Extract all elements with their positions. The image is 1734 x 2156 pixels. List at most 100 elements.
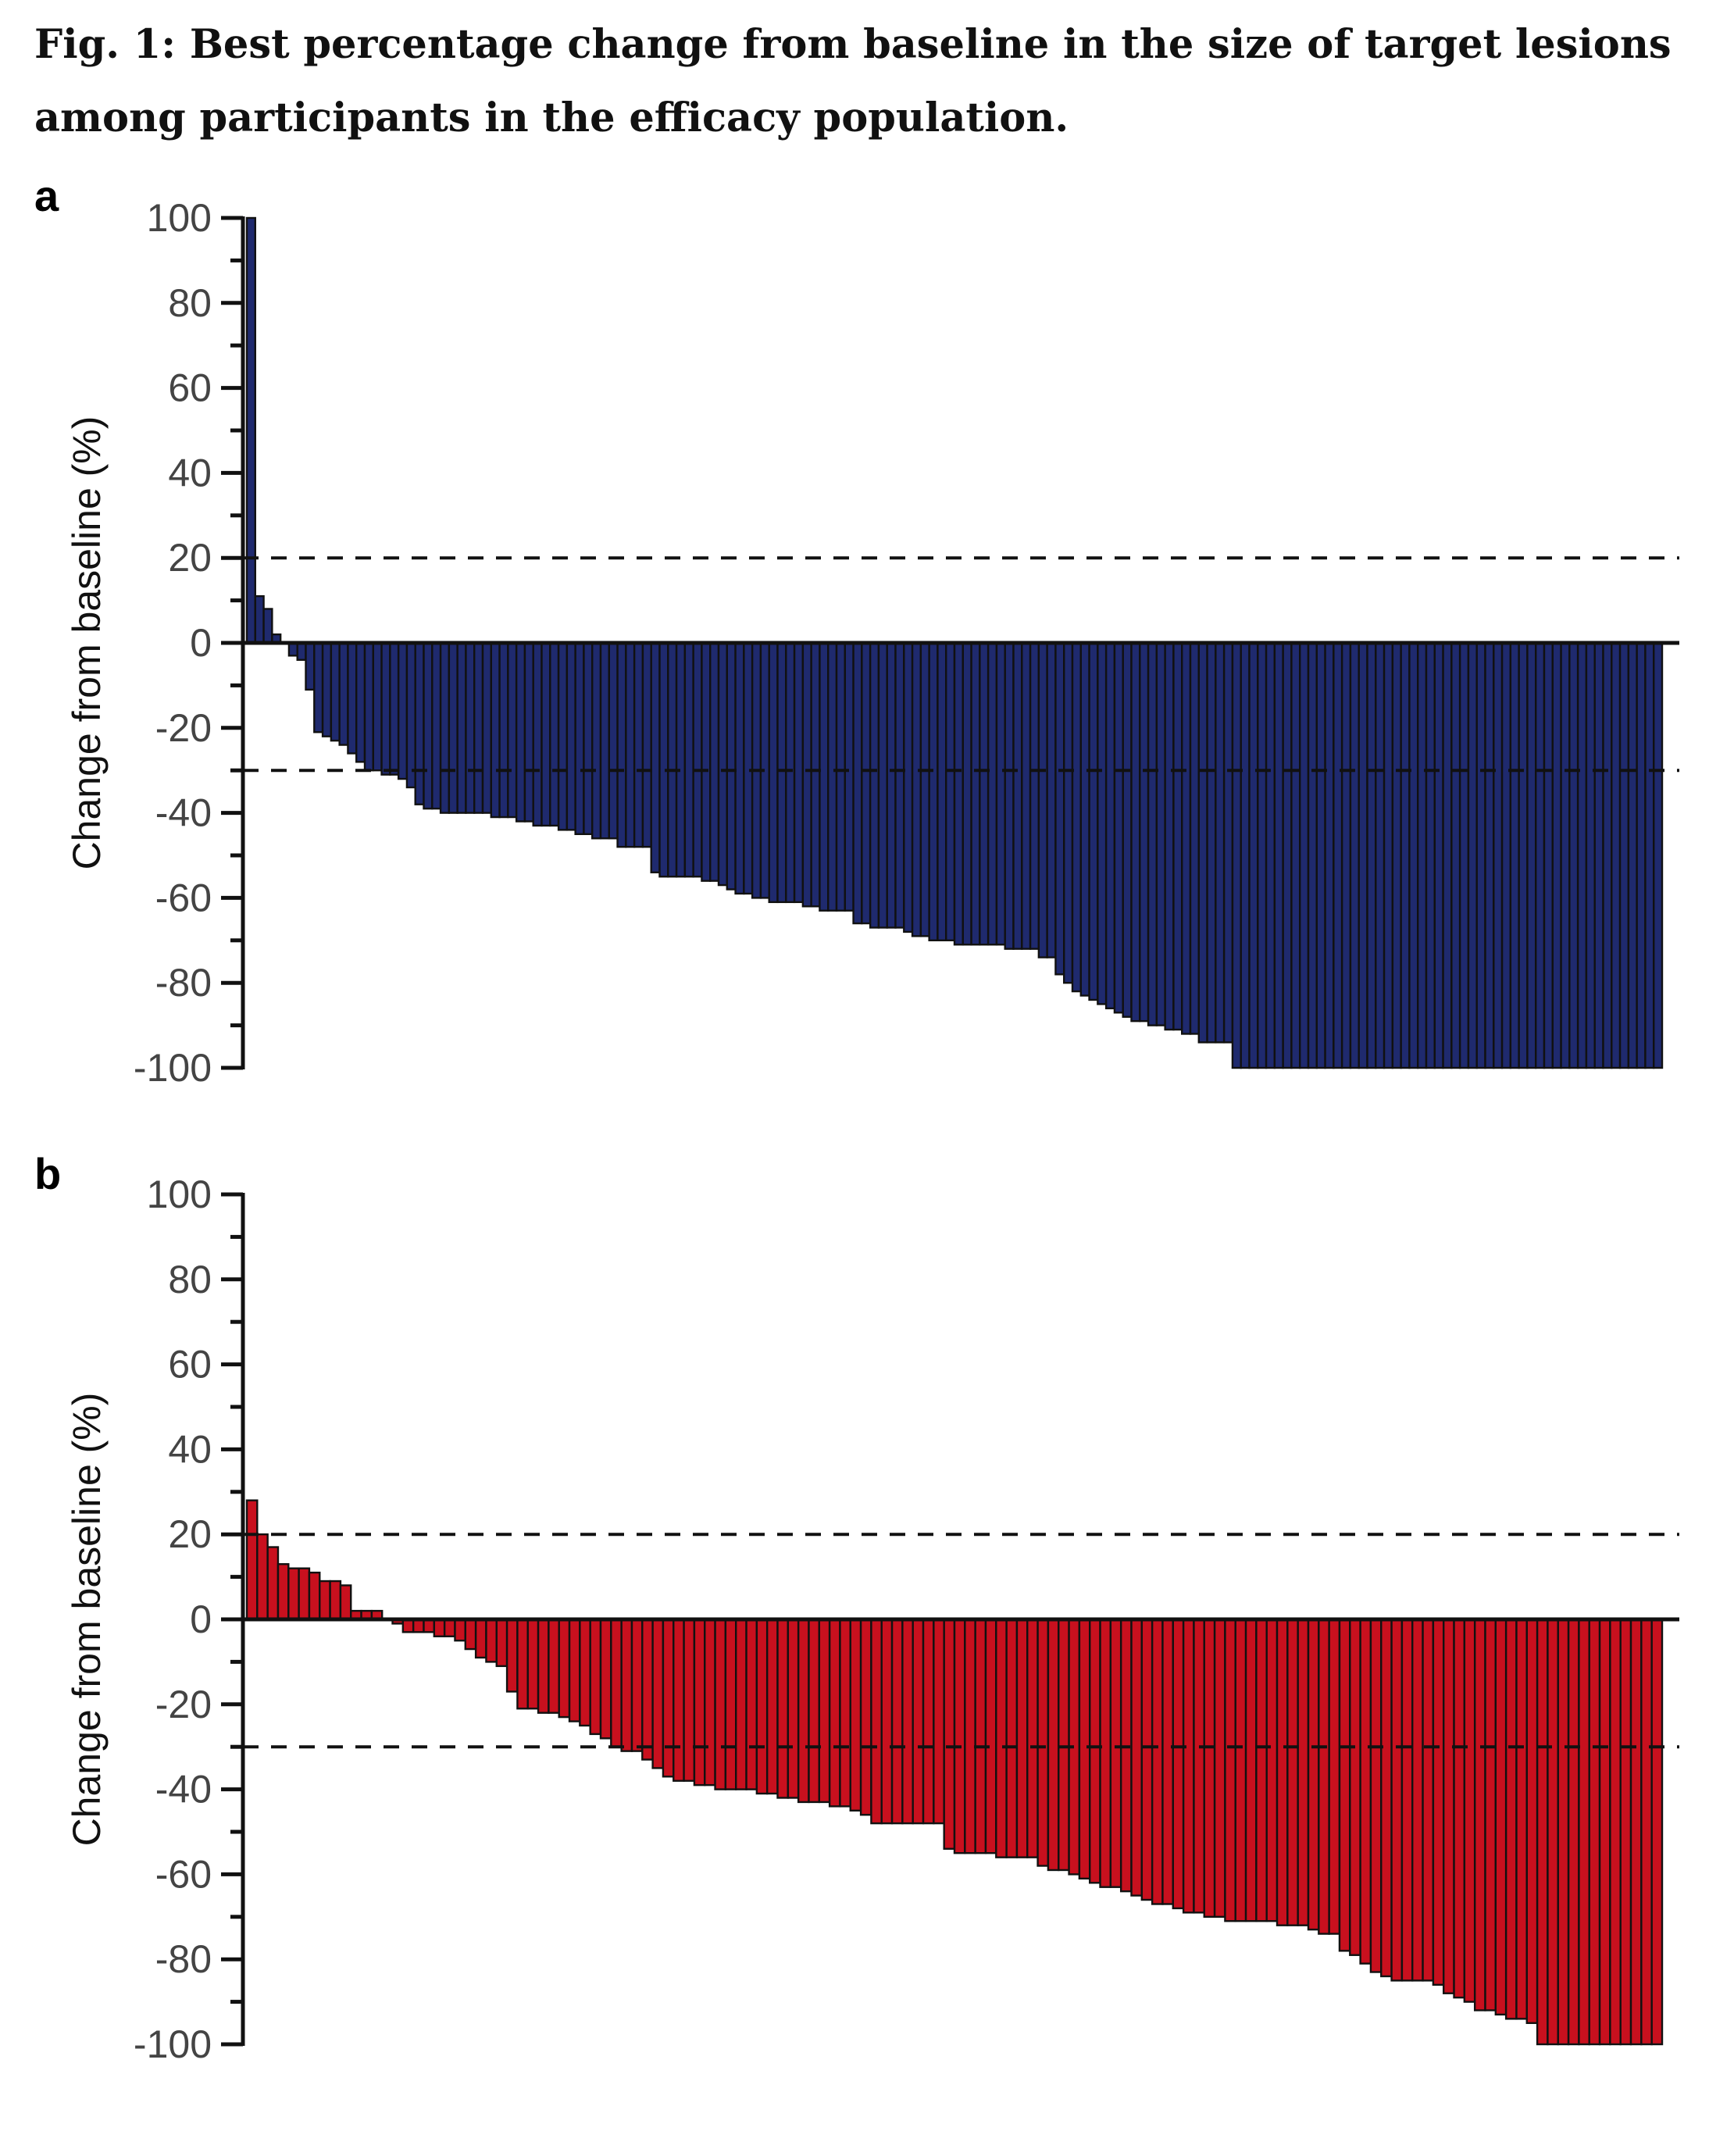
bar [1644, 641, 1655, 1069]
bar [557, 641, 569, 831]
bar [537, 1618, 550, 1714]
bar [330, 641, 341, 742]
bar [776, 1618, 790, 1799]
bar [380, 641, 391, 776]
bar [995, 1618, 1008, 1858]
bar [431, 641, 442, 810]
bar [1088, 641, 1099, 1001]
bar [625, 641, 636, 848]
bar [474, 1618, 487, 1659]
bar [651, 1618, 665, 1769]
bar [423, 641, 434, 810]
bar [979, 641, 990, 946]
bar [1400, 1618, 1414, 1982]
bar [745, 1618, 758, 1790]
bar [1130, 641, 1141, 1023]
bar [277, 1563, 290, 1621]
bar [579, 1618, 591, 1727]
y-tick-label: -100 [134, 1046, 212, 1090]
bar [1324, 641, 1335, 1069]
bar [485, 1618, 498, 1663]
bar [912, 1618, 925, 1825]
bar [523, 641, 534, 823]
bar [608, 641, 619, 840]
bar [828, 1618, 841, 1808]
bar [683, 1618, 696, 1782]
bar [768, 641, 779, 904]
bar [1104, 641, 1116, 1010]
bar [1425, 641, 1436, 1069]
y-tick-label: -20 [155, 1683, 212, 1726]
bar [1375, 641, 1386, 1069]
bar [1349, 1618, 1361, 1956]
bar [1164, 641, 1175, 1031]
y-tick-label: 60 [168, 366, 212, 410]
bar [433, 1618, 446, 1637]
bar [1467, 641, 1478, 1069]
bar [548, 1618, 560, 1714]
bar [532, 641, 543, 827]
y-tick-label: -60 [155, 1852, 212, 1896]
bar [566, 641, 576, 831]
bar [1408, 641, 1419, 1069]
bar [922, 1618, 935, 1825]
y-tick-label: -40 [155, 791, 212, 835]
bar [1333, 641, 1343, 1069]
bar [516, 1618, 529, 1710]
bar [443, 1618, 456, 1637]
bar [1369, 1618, 1383, 1973]
bar [495, 1618, 508, 1668]
bar [1290, 641, 1301, 1069]
bar [1588, 1618, 1601, 2046]
bar [599, 1618, 612, 1740]
bar [1248, 641, 1259, 1069]
bar [894, 641, 905, 929]
bar [339, 1584, 352, 1621]
bar [1005, 1618, 1019, 1858]
bar [448, 641, 458, 814]
bar [1255, 1618, 1268, 1922]
bar [1213, 1618, 1226, 1918]
bar [844, 641, 855, 912]
bar [329, 1580, 342, 1621]
bar [583, 641, 594, 836]
bar [1484, 641, 1495, 1069]
bar [1099, 1618, 1112, 1888]
bar [1222, 641, 1234, 1044]
bar [953, 1618, 966, 1854]
bar [1299, 641, 1310, 1069]
bar [1557, 1618, 1570, 2046]
bar [541, 641, 551, 827]
bar [1058, 1618, 1070, 1872]
bar [1231, 641, 1242, 1069]
bar [1611, 641, 1622, 1069]
bar [835, 641, 846, 912]
bar [937, 641, 947, 941]
bar [1155, 641, 1166, 1026]
bar [933, 1618, 945, 1825]
bar [505, 1618, 519, 1693]
y-tick-label: 0 [190, 621, 212, 665]
bar [1151, 1618, 1164, 1905]
bar [1037, 641, 1048, 958]
bar [1593, 641, 1604, 1069]
bar [1109, 1618, 1122, 1888]
bar [568, 1618, 581, 1722]
bar [414, 641, 425, 805]
bar [1391, 641, 1402, 1069]
bar [1119, 1618, 1133, 1893]
bar [1567, 1618, 1580, 2046]
bar [1400, 641, 1411, 1069]
bar [928, 641, 939, 941]
bar [1130, 1618, 1144, 1897]
bar [945, 641, 956, 941]
bar [793, 641, 805, 904]
bar [704, 1618, 716, 1787]
bar [1079, 641, 1090, 997]
bar [287, 1567, 300, 1621]
bar [245, 216, 256, 644]
bar [1653, 641, 1664, 1069]
bar [1525, 1618, 1539, 2024]
bar [319, 1580, 331, 1621]
bar [620, 1618, 633, 1752]
